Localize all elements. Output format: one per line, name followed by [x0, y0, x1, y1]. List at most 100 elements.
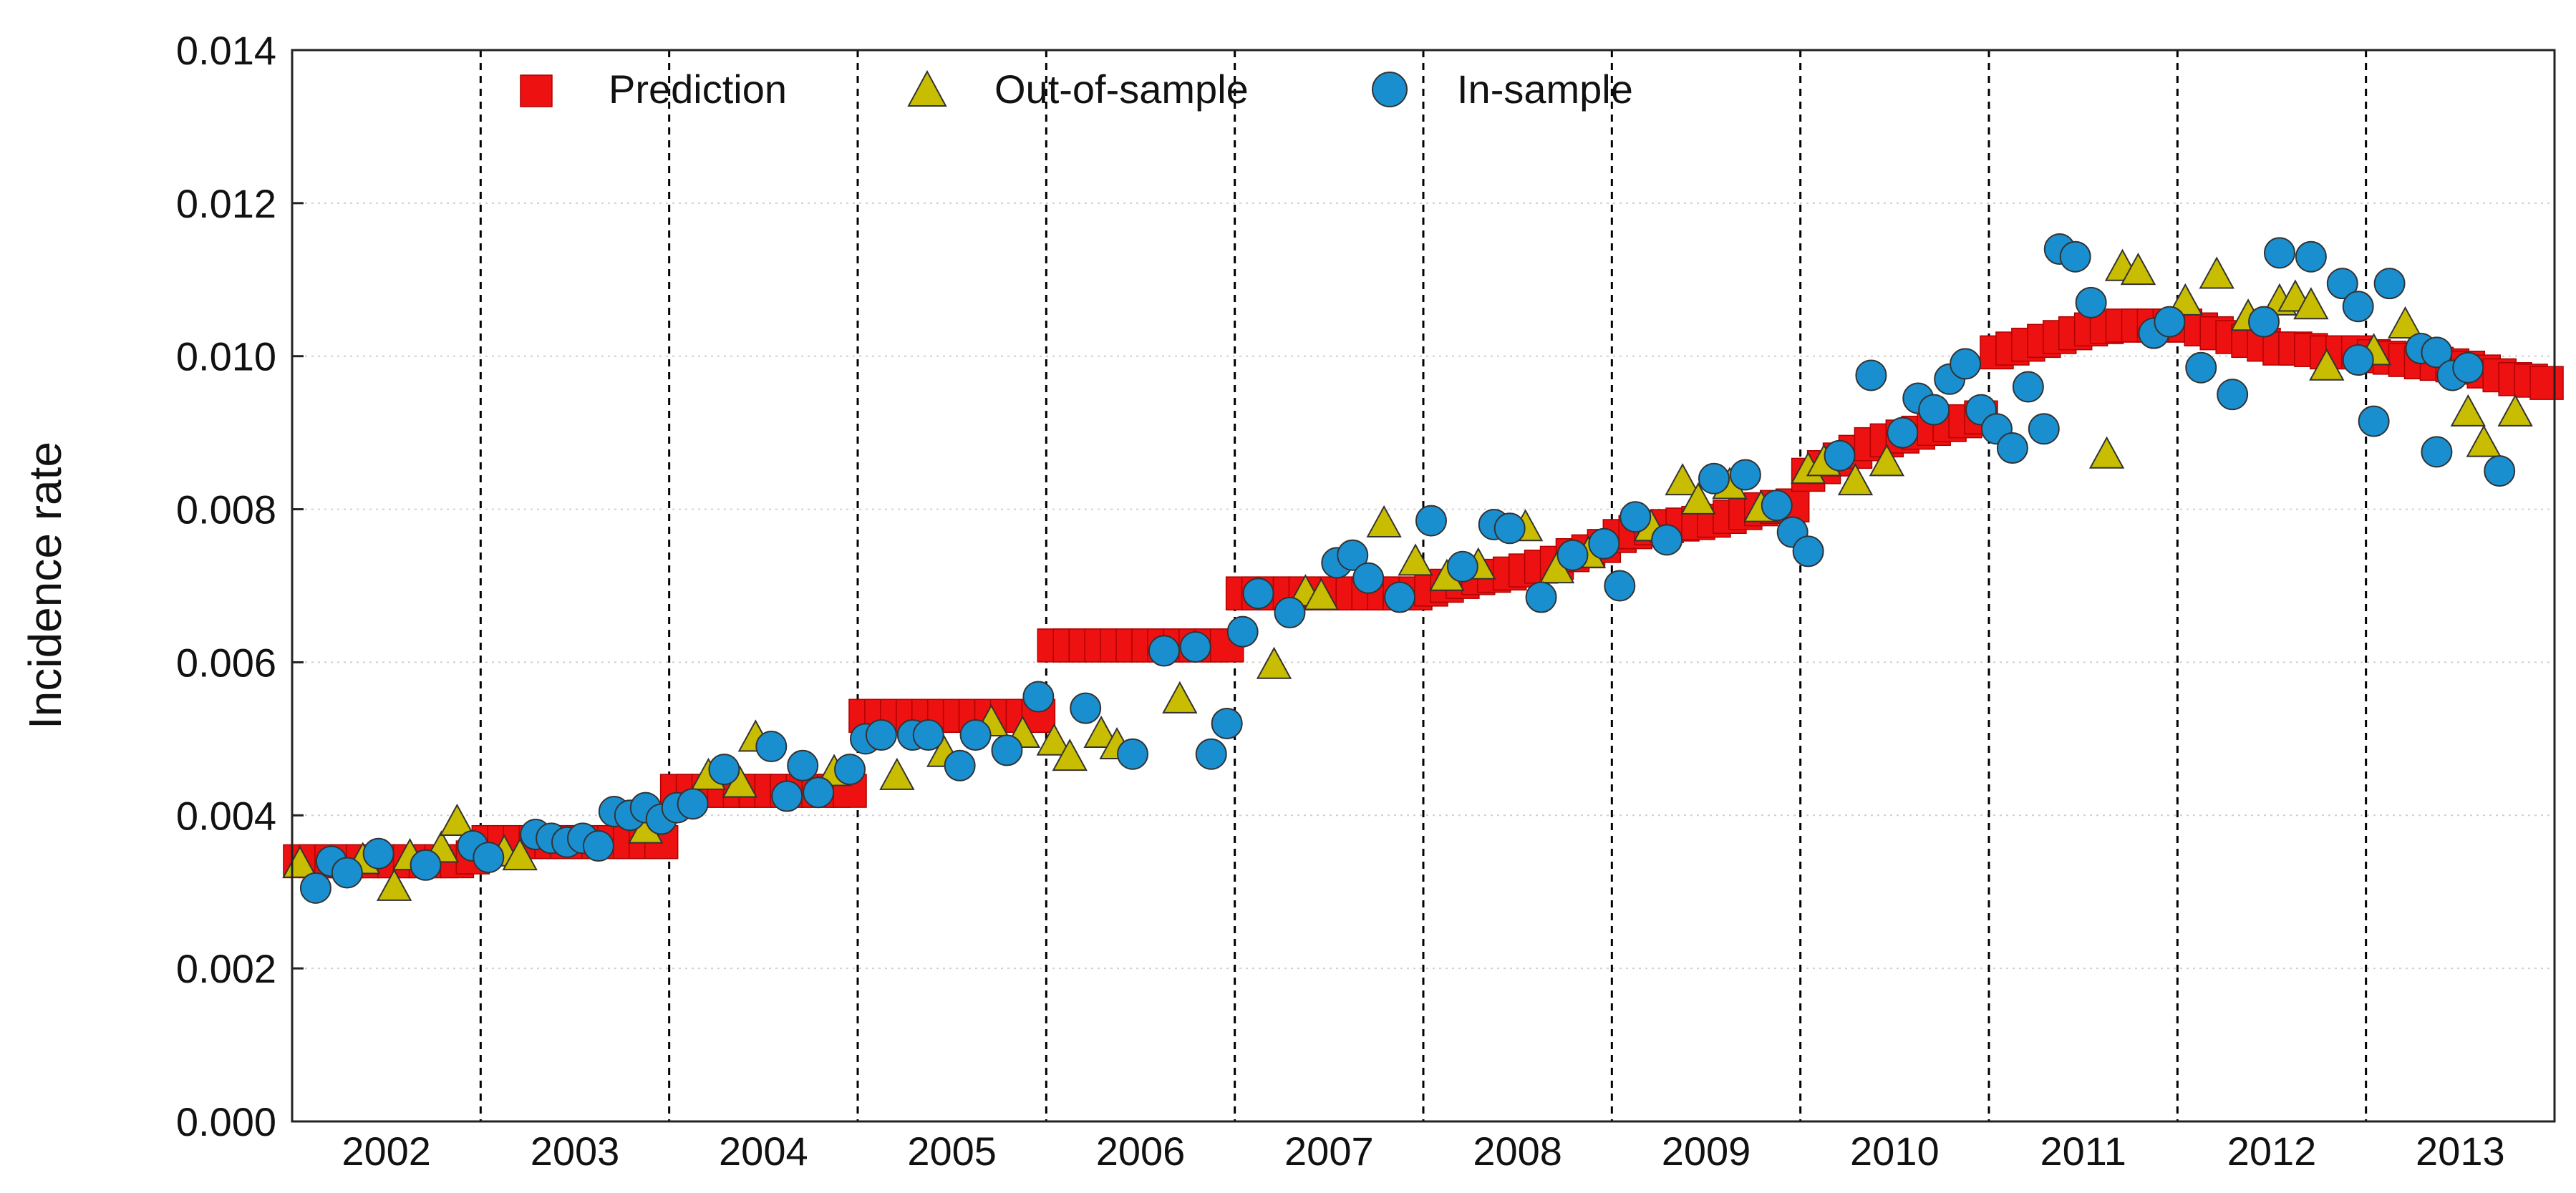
in-sample-point	[1195, 738, 1227, 770]
in-sample-point	[2248, 306, 2280, 338]
in-sample-point	[2295, 240, 2327, 273]
in-sample-point	[1493, 512, 1526, 545]
in-sample-point	[834, 754, 866, 786]
legend: Prediction Out-of-sample In-sample	[520, 67, 1633, 112]
in-sample-point	[2342, 291, 2374, 323]
x-year-label: 2004	[719, 1129, 808, 1174]
in-sample-point	[1525, 581, 1557, 613]
in-sample-point	[1651, 524, 1683, 556]
x-year-label: 2011	[2040, 1129, 2126, 1174]
in-sample-point	[771, 780, 803, 812]
x-year-label: 2007	[1284, 1129, 1374, 1174]
in-sample-point	[959, 719, 992, 751]
y-tick-label: 0.014	[176, 28, 276, 73]
out-of-sample-point	[1837, 463, 1874, 496]
x-year-label: 2008	[1473, 1129, 1562, 1174]
x-year-label: 2013	[2416, 1129, 2505, 1174]
in-sample-point	[2185, 351, 2217, 384]
in-sample-point	[1556, 539, 1589, 571]
in-sample-point	[2373, 268, 2406, 300]
in-sample-point	[2012, 371, 2044, 403]
out-of-sample-point	[1398, 543, 1433, 576]
out-of-sample-point	[1303, 578, 1340, 610]
x-year-label: 2005	[907, 1129, 997, 1174]
in-sample-point	[582, 830, 614, 862]
y-tick-label: 0.002	[176, 946, 276, 991]
in-sample-point	[1619, 501, 1652, 533]
in-sample-point	[2421, 336, 2453, 369]
in-sample-point	[1588, 527, 1620, 560]
in-sample-point	[1446, 550, 1478, 583]
out-of-sample-point	[2199, 256, 2234, 289]
out-of-sample-point	[439, 803, 475, 836]
out-of-sample-point	[1366, 505, 1402, 537]
in-sample-point	[1337, 539, 1369, 571]
y-tick-label: 0.004	[176, 793, 276, 838]
in-sample-point	[865, 719, 897, 751]
in-sample-point	[1996, 432, 2028, 464]
legend-prediction-label: Prediction	[609, 67, 787, 112]
in-sample-point	[2452, 351, 2484, 384]
in-sample-point	[1415, 505, 1447, 537]
in-sample-point	[1950, 348, 1982, 380]
in-sample-point	[944, 749, 976, 781]
out-of-sample-point	[1665, 463, 1700, 496]
in-sample-point	[2059, 240, 2091, 273]
y-axis-label: Incidence rate	[19, 442, 71, 729]
in-sample-point	[912, 719, 944, 751]
in-sample-point	[1792, 535, 1824, 568]
legend-out-of-sample-label: Out-of-sample	[994, 67, 1249, 112]
x-year-label: 2006	[1096, 1129, 1186, 1174]
in-sample-point	[1604, 570, 1636, 602]
prediction-point	[2529, 366, 2564, 400]
in-sample-point	[1824, 439, 1856, 472]
out-of-sample-point	[2088, 436, 2125, 469]
in-sample-point	[2263, 237, 2295, 269]
in-sample-point	[2358, 405, 2390, 437]
x-year-label: 2003	[531, 1129, 620, 1174]
out-of-sample-point	[1083, 715, 1119, 749]
out-of-sample-point	[376, 868, 412, 901]
in-sample-point	[1384, 581, 1416, 613]
out-of-sample-point	[2293, 287, 2329, 320]
legend-in-sample-marker	[1372, 72, 1408, 107]
out-of-sample-point	[1036, 723, 1072, 756]
in-sample-point	[331, 857, 363, 889]
in-sample-point	[1242, 578, 1274, 610]
in-sample-point	[1761, 490, 1793, 522]
in-sample-point	[677, 788, 709, 820]
out-of-sample-point	[1680, 482, 1716, 515]
out-of-sample-point	[2497, 394, 2533, 427]
in-sample-point	[2326, 268, 2358, 300]
in-sample-point	[1887, 417, 1919, 449]
in-sample-point	[1117, 738, 1149, 770]
legend-in-sample-label: In-sample	[1457, 67, 1633, 112]
x-year-label: 2009	[1662, 1129, 1751, 1174]
legend-out-of-sample-marker	[907, 69, 947, 107]
out-of-sample-point	[1869, 444, 1905, 477]
in-sample-point	[755, 731, 788, 763]
in-sample-point	[473, 842, 505, 874]
y-tick-label: 0.008	[176, 487, 276, 532]
out-of-sample-point	[2387, 306, 2424, 339]
in-sample-point	[1855, 359, 1887, 391]
out-of-sample-point	[879, 757, 915, 790]
in-sample-point	[410, 849, 442, 881]
in-sample-point	[1070, 692, 1102, 724]
in-sample-point	[2217, 379, 2249, 411]
y-tick-label: 0.000	[176, 1099, 276, 1144]
axis-layer: 0.000 0.002 0.004 0.006 0.008 0.010 0.012 0.014…	[176, 28, 2505, 1174]
in-sample-point	[1148, 635, 1180, 667]
x-year-label: 2012	[2227, 1129, 2317, 1174]
in-sample-point	[991, 734, 1023, 766]
in-sample-point	[1918, 394, 1950, 426]
out-of-sample-point	[2167, 283, 2203, 316]
legend-prediction-marker	[520, 74, 553, 107]
in-sample-point	[1226, 615, 1259, 648]
y-tick-label: 0.010	[176, 334, 276, 379]
in-sample-point	[299, 872, 331, 904]
out-of-sample-point	[2309, 348, 2345, 381]
plot-frame	[291, 49, 2556, 1123]
in-sample-point	[2484, 455, 2516, 487]
